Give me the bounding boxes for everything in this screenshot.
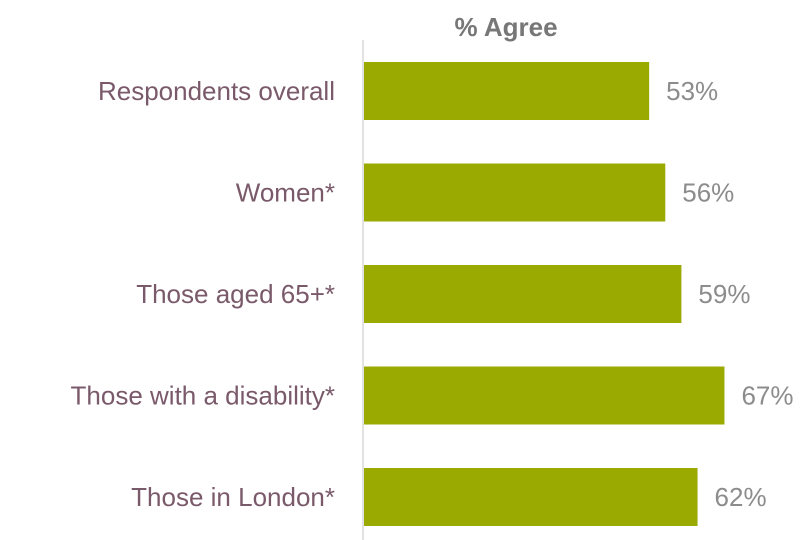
bar <box>364 468 698 526</box>
bars-layer: Respondents overall 53% Women* 56% Those age… <box>71 62 794 526</box>
bar <box>364 62 650 120</box>
value-label: 59% <box>698 279 750 309</box>
value-label: 53% <box>666 76 718 106</box>
category-label: Women* <box>236 178 335 208</box>
value-label: 62% <box>715 482 767 512</box>
value-label: 56% <box>682 178 734 208</box>
bar <box>364 163 666 222</box>
bar <box>364 366 725 425</box>
category-label: Those in London* <box>131 482 335 512</box>
value-label: 67% <box>741 381 793 411</box>
category-label: Those with a disability* <box>71 381 335 411</box>
category-label: Respondents overall <box>98 76 335 106</box>
bar <box>364 265 682 323</box>
category-label: Those aged 65+* <box>136 279 335 309</box>
chart-title: % Agree <box>454 12 557 42</box>
